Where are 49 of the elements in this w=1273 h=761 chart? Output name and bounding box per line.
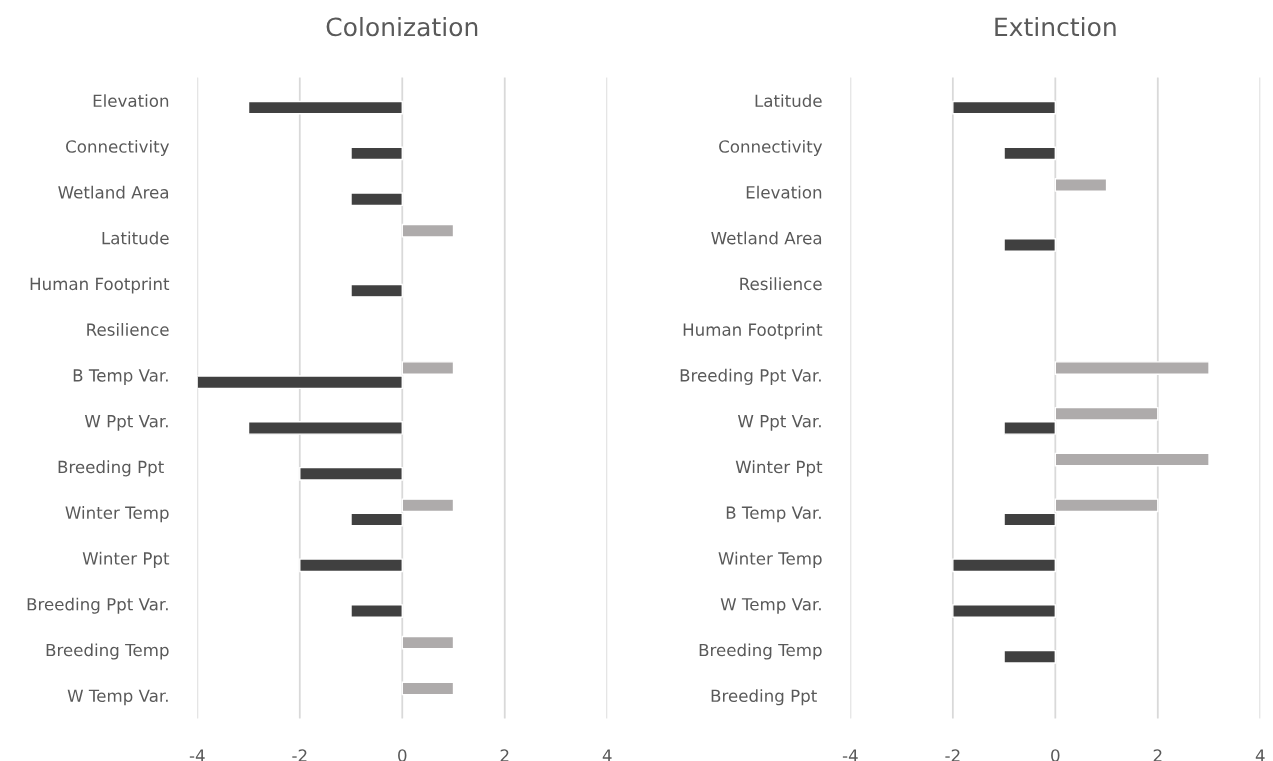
- y-tick-label: W Temp Var.: [67, 689, 168, 706]
- y-tick-label: W Ppt Var.: [737, 415, 821, 431]
- bar: [1054, 452, 1210, 467]
- x-tick-label: 0: [1051, 749, 1060, 761]
- y-tick-label: Resilience: [740, 277, 822, 291]
- y-tick-label: Wetland Area: [711, 231, 822, 245]
- x-tick-label: 2: [500, 749, 509, 761]
- x-tick-label: 4: [1255, 749, 1265, 761]
- bar: [1003, 238, 1057, 252]
- y-tick-label: Elevation: [746, 185, 822, 199]
- x-tick-label: 2: [1153, 749, 1162, 761]
- x-tick-label: -2: [292, 749, 307, 761]
- y-tick-label: Human Footprint: [30, 277, 170, 294]
- x-tick-label: -4: [842, 749, 858, 761]
- x-tick-label: 0: [398, 749, 407, 761]
- bar: [1054, 178, 1108, 192]
- chart-title: Extinction: [995, 16, 1116, 37]
- y-tick-label: Latitude: [755, 94, 822, 108]
- y-tick-label: B Temp Var.: [73, 369, 168, 385]
- bar: [1003, 649, 1057, 664]
- y-tick-label: B Temp Var.: [726, 506, 821, 523]
- bar: [1003, 146, 1057, 161]
- y-tick-label: W Ppt Var.: [84, 415, 168, 431]
- y-tick-label: Breeding Ppt Var.: [680, 368, 821, 385]
- x-tick-label: -2: [945, 749, 960, 761]
- chart-title: Colonization: [326, 16, 478, 37]
- x-tick-label: 4: [602, 749, 612, 761]
- y-tick-label: Resilience: [87, 323, 169, 336]
- x-tick-label: -4: [189, 749, 205, 761]
- y-tick-label: Breeding Temp: [46, 643, 169, 660]
- y-tick-label: Winter Temp: [65, 506, 169, 523]
- y-tick-label: Winter Ppt: [82, 551, 170, 568]
- bar: [952, 604, 1057, 618]
- y-tick-label: Connectivity: [719, 139, 823, 157]
- y-tick-label: Connectivity: [66, 139, 170, 157]
- y-tick-label: Breeding Ppt: [58, 460, 164, 477]
- bar: [952, 100, 1057, 115]
- y-tick-label: Elevation: [93, 94, 169, 108]
- bar: [952, 558, 1057, 573]
- y-tick-label: Latitude: [102, 231, 169, 245]
- y-tick-label: Human Footprint: [683, 323, 823, 340]
- y-tick-label: Breeding Ppt Var.: [27, 597, 168, 614]
- y-tick-label: Winter Temp: [718, 551, 822, 568]
- y-tick-label: Wetland Area: [58, 185, 169, 199]
- y-tick-label: W Temp Var.: [720, 598, 821, 614]
- bar: [1054, 361, 1210, 375]
- y-tick-label: Breeding Temp: [699, 643, 822, 660]
- y-tick-label: Breeding Ppt: [711, 689, 817, 706]
- y-tick-label: Winter Ppt: [735, 460, 823, 477]
